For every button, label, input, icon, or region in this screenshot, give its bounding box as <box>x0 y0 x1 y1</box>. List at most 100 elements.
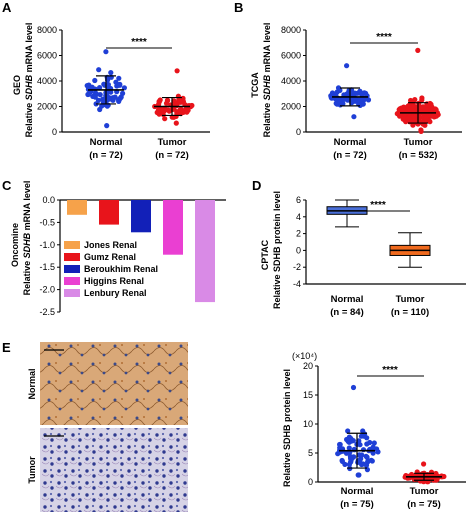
y-tick-label: 8000 <box>37 25 57 35</box>
y-axis-label-c: Relative SDHB mRNA level <box>22 181 32 296</box>
legend-label: Gumz Renal <box>84 252 136 262</box>
legend-label: Lenbury Renal <box>84 288 147 298</box>
data-point <box>357 97 363 103</box>
data-point <box>433 107 439 113</box>
group-n-a-tumor: (n = 72) <box>155 150 189 161</box>
data-point <box>106 96 112 102</box>
y-tick-label: 6000 <box>281 51 301 61</box>
data-point <box>337 441 343 448</box>
ylabel-gene-c: SDHB <box>22 232 32 258</box>
data-point <box>121 85 127 91</box>
plot-geo: 0 2000 4000 6000 8000 <box>37 25 210 137</box>
group-label-a-normal: Normal <box>90 137 123 148</box>
data-point <box>118 94 124 100</box>
data-point <box>328 94 334 100</box>
data-point <box>351 114 357 120</box>
data-point <box>415 47 421 54</box>
ylabel-suffix-b: mRNA level <box>262 23 272 75</box>
y-tick-label: -1.0 <box>39 240 55 250</box>
data-point <box>428 107 434 114</box>
data-point <box>92 86 98 92</box>
plot-ihc-quant: 0 5 10 15 20 <box>303 361 466 487</box>
data-point <box>418 127 424 133</box>
data-point <box>405 116 411 122</box>
dataset-label-cptac: CPTAC <box>260 239 270 270</box>
group-label-b-tumor: Tumor <box>404 137 433 148</box>
data-point <box>342 96 348 102</box>
group-label-d-normal: Normal <box>331 294 364 305</box>
data-point <box>97 85 103 91</box>
data-point <box>433 473 440 479</box>
group-label-e-normal: Normal <box>341 486 374 497</box>
data-point <box>104 103 110 109</box>
data-point <box>365 97 372 103</box>
ylabel-gene-a: SDHB <box>24 74 34 100</box>
data-point <box>401 116 407 122</box>
y-axis-label-a: Relative SDHB mRNA level <box>24 23 34 138</box>
data-point <box>92 77 98 84</box>
data-point <box>103 49 109 55</box>
data-point <box>173 120 179 126</box>
y-tick-label: 5 <box>308 448 313 458</box>
panel-letter-e: E <box>2 340 11 355</box>
ylabel-suffix-a: mRNA level <box>24 23 34 75</box>
data-point <box>174 110 180 116</box>
data-point <box>363 453 369 459</box>
group-n-b-normal: (n = 72) <box>333 150 367 161</box>
y-tick-label: -2.0 <box>39 285 55 295</box>
panel-letter-a: A <box>2 0 12 15</box>
data-point <box>421 461 427 467</box>
legend-label: Jones Renal <box>84 240 137 250</box>
ylabel-suffix-c: mRNA level <box>22 181 32 233</box>
group-n-b-tumor: (n = 532) <box>399 150 438 161</box>
sig-label-e: **** <box>382 365 398 376</box>
y-tick-label: 6000 <box>37 51 57 61</box>
data-point <box>345 428 351 434</box>
y-tick-label: 4 <box>296 212 301 222</box>
data-point <box>346 461 352 468</box>
sig-label-a: **** <box>131 37 147 48</box>
group-n-e-tumor: (n = 75) <box>407 499 441 510</box>
data-point <box>360 447 367 453</box>
data-point <box>92 94 98 100</box>
legend-swatch <box>64 289 80 297</box>
data-point <box>162 116 168 122</box>
sig-label-b: **** <box>376 32 392 43</box>
data-point <box>105 82 111 88</box>
panel-letter-d: D <box>252 178 261 193</box>
data-point <box>344 63 350 69</box>
data-point <box>174 68 180 74</box>
plot-oncomine: 0.0 -0.5 -1.0 -1.5 -2.0 -2.5 Jones Renal Gumz R… <box>39 195 226 317</box>
dataset-label-geo: GEO <box>12 75 22 95</box>
y-tick-label: -2.5 <box>39 307 55 317</box>
bar <box>195 200 215 303</box>
data-point <box>85 91 91 98</box>
data-point <box>156 98 162 105</box>
group-label-e-tumor: Tumor <box>410 486 439 497</box>
data-point <box>371 440 377 446</box>
data-point <box>417 105 423 111</box>
y-tick-label: -1.5 <box>39 262 55 272</box>
data-point <box>97 92 103 98</box>
ylabel-gene-b: SDHB <box>262 74 272 100</box>
group-n-d-tumor: (n = 110) <box>391 307 429 318</box>
plot-cptac: -4 -2 0 2 4 6 <box>293 195 466 289</box>
ihc-row-label-tumor: Tumor <box>27 456 37 484</box>
data-point <box>367 439 373 446</box>
ihc-image-tumor <box>40 428 188 512</box>
sig-label-d: **** <box>370 200 386 211</box>
y-tick-label: 0 <box>308 477 313 487</box>
y-tick-label: 0 <box>52 127 57 137</box>
legend-label: Higgins Renal <box>84 276 144 286</box>
y-tick-label: 10 <box>303 419 313 429</box>
data-point <box>345 438 351 444</box>
data-point <box>409 471 415 478</box>
data-point <box>351 447 357 453</box>
y-axis-label-d: Relative SDHB protein level <box>272 191 282 309</box>
y-tick-label: 0 <box>296 245 301 255</box>
ylabel-prefix-a: Relative <box>24 100 34 137</box>
data-point <box>337 87 343 93</box>
data-point <box>177 98 183 104</box>
data-point <box>362 431 368 437</box>
